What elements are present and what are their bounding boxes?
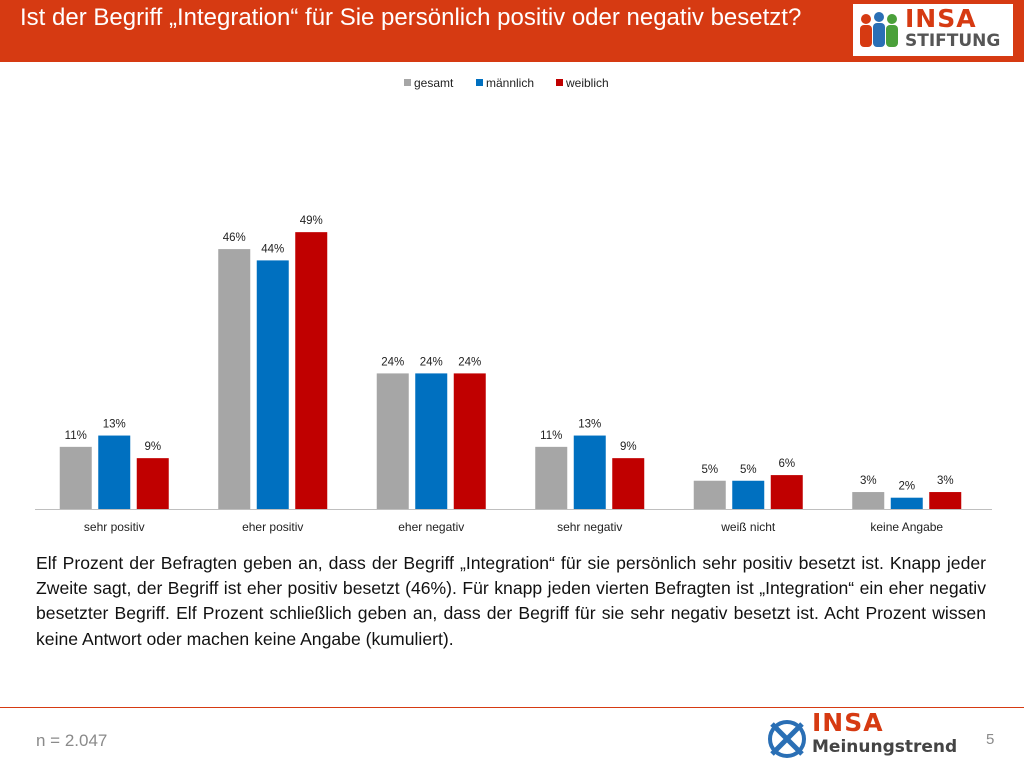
legend-label-1: männlich — [486, 76, 534, 90]
data-label-1-2: 49% — [300, 215, 323, 227]
insa-meinungstrend-logo: INSA Meinungstrend — [766, 708, 966, 762]
data-label-1-0: 46% — [223, 232, 246, 244]
data-label-3-2: 9% — [620, 441, 637, 453]
data-label-0-2: 9% — [144, 441, 161, 453]
bar-3-1 — [573, 435, 606, 509]
x-mark-icon — [768, 720, 806, 758]
bar-2-1 — [415, 373, 448, 509]
data-label-2-1: 24% — [420, 356, 443, 368]
slide-title: Ist der Begriff „Integration“ für Sie pe… — [20, 4, 802, 31]
data-label-4-1: 5% — [740, 464, 757, 476]
bar-1-1 — [256, 260, 289, 509]
data-label-3-1: 13% — [578, 419, 601, 431]
legend-swatch-1 — [476, 79, 483, 86]
page-number: 5 — [986, 731, 995, 748]
bar-0-0 — [59, 446, 92, 509]
data-label-5-0: 3% — [860, 475, 877, 487]
bar-2-2 — [453, 373, 486, 509]
bar-0-2 — [136, 458, 169, 509]
legend-swatch-0 — [404, 79, 411, 86]
data-label-0-1: 13% — [103, 419, 126, 431]
category-label-2: eher negativ — [398, 520, 464, 534]
bar-3-2 — [612, 458, 645, 509]
logo-stiftung-text: STIFTUNG — [905, 31, 1001, 51]
logo-insa-text: INSA — [812, 708, 884, 737]
header-bar: Ist der Begriff „Integration“ für Sie pe… — [0, 0, 1024, 62]
bar-4-2 — [770, 475, 803, 509]
bar-4-0 — [693, 480, 726, 509]
data-label-3-0: 11% — [540, 430, 562, 442]
bar-3-0 — [535, 446, 568, 509]
category-label-0: sehr positiv — [84, 520, 145, 534]
data-label-4-2: 6% — [778, 458, 795, 470]
insa-stiftung-logo: INSA STIFTUNG — [853, 4, 1013, 56]
bar-1-2 — [295, 232, 328, 509]
logo-meinungstrend-text: Meinungstrend — [812, 737, 958, 757]
category-label-3: sehr negativ — [557, 520, 622, 534]
bar-4-1 — [732, 480, 765, 509]
logo-insa-text: INSA — [905, 4, 977, 33]
data-label-2-0: 24% — [381, 356, 404, 368]
legend-swatch-2 — [556, 79, 563, 86]
sample-size: n = 2.047 — [36, 731, 108, 750]
footer-divider — [0, 707, 1024, 708]
data-label-2-2: 24% — [458, 356, 481, 368]
bar-0-1 — [98, 435, 131, 509]
bar-5-2 — [929, 492, 962, 509]
data-label-5-2: 3% — [937, 475, 954, 487]
bar-2-0 — [376, 373, 409, 509]
data-label-5-1: 2% — [898, 481, 915, 493]
bar-chart: gesamt männlich weiblich 11% 13% 9% sehr posit… — [35, 76, 992, 534]
bar-1-0 — [218, 249, 251, 509]
people-icon — [860, 12, 898, 47]
summary-text: Elf Prozent der Befragten geben an, dass… — [36, 553, 986, 649]
legend-label-2: weiblich — [565, 76, 609, 90]
category-label-1: eher positiv — [242, 520, 303, 534]
data-label-1-1: 44% — [261, 243, 284, 255]
category-label-5: keine Angabe — [870, 520, 943, 534]
legend-label-0: gesamt — [414, 76, 454, 90]
category-label-4: weiß nicht — [720, 520, 776, 534]
data-label-4-0: 5% — [701, 464, 718, 476]
bar-5-1 — [890, 497, 923, 509]
data-label-0-0: 11% — [65, 430, 87, 442]
bar-5-0 — [852, 492, 885, 509]
